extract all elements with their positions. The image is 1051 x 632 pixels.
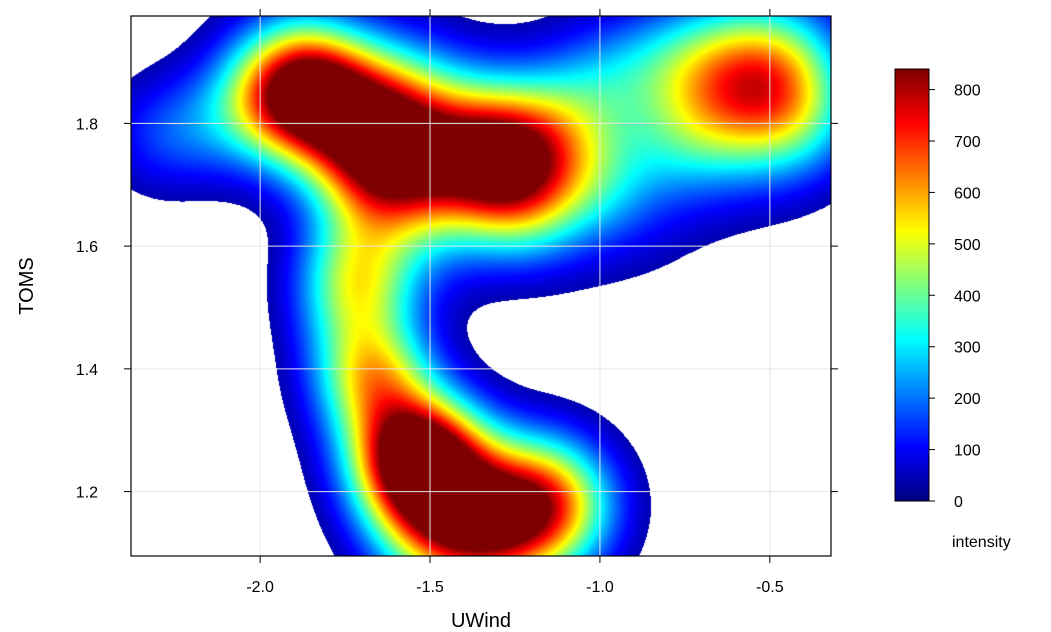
colorbar-ticks: 0 100 200 300 400 500 600 700 800 <box>929 83 981 511</box>
axis-ticks: -2.0 -1.5 -1.0 -0.5 1.2 1.4 1.6 1.8 <box>76 9 838 596</box>
x-tick-label: -1.5 <box>416 579 444 596</box>
x-axis-title: UWind <box>451 610 511 632</box>
plot-frame <box>130 15 832 557</box>
colorbar <box>894 68 930 502</box>
colorbar-tick-label: 800 <box>954 83 981 100</box>
colorbar-tick-label: 400 <box>954 288 981 305</box>
y-tick-label: 1.8 <box>76 116 98 133</box>
x-tick-label: -1.0 <box>586 579 614 596</box>
y-tick-label: 1.2 <box>76 485 98 502</box>
colorbar-tick-label: 300 <box>954 340 981 357</box>
colorbar-tick-label: 0 <box>954 494 963 511</box>
x-tick-label: -2.0 <box>246 579 274 596</box>
colorbar-tick-label: 100 <box>954 443 981 460</box>
colorbar-tick-label: 500 <box>954 237 981 254</box>
y-axis-title: TOMS <box>16 257 38 314</box>
colorbar-tick-label: 600 <box>954 185 981 202</box>
colorbar-tick-label: 700 <box>954 134 981 151</box>
y-tick-label: 1.6 <box>76 239 98 256</box>
heatmap-raster <box>131 16 831 556</box>
grid-lines <box>131 16 831 556</box>
colorbar-title: intensity <box>952 534 1011 551</box>
y-tick-label: 1.4 <box>76 362 98 379</box>
x-tick-label: -0.5 <box>756 579 784 596</box>
colorbar-tick-label: 200 <box>954 391 981 408</box>
